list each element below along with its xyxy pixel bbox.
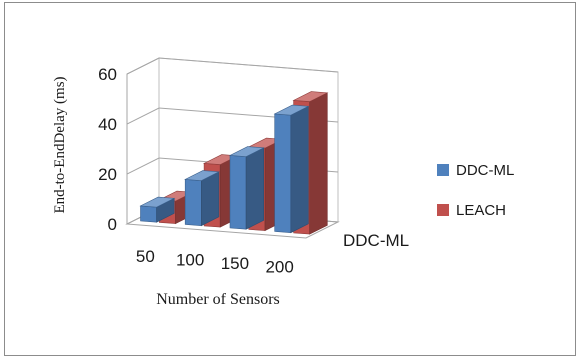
bar-side-face: [290, 105, 309, 234]
y-tick-label: 60: [98, 65, 117, 84]
x-tick-label: 100: [176, 250, 204, 269]
bar-ddc-ml-50: [139, 196, 176, 223]
legend-swatch-leach: [437, 204, 449, 216]
bar-ddc-ml-100: [184, 170, 220, 227]
x-axis-ticks: 50 100 150 200: [136, 247, 294, 277]
bar-top-face: [184, 170, 220, 182]
legend-label-leach: LEACH: [456, 202, 506, 219]
y-axis-ticks: 0 20 40 60: [98, 65, 117, 234]
bar-side-face: [245, 147, 265, 230]
y-tick-label: 20: [98, 165, 117, 184]
bars: [139, 91, 329, 235]
legend-swatch-ddc-ml: [437, 164, 449, 176]
bar-top-face: [228, 146, 265, 158]
y-tick-label: 0: [108, 215, 117, 234]
bar-front-face: [140, 205, 157, 223]
x-axis-title: Number of Sensors: [156, 291, 280, 308]
bar-top-face: [139, 196, 176, 208]
x-tick-label: 50: [136, 247, 155, 266]
depth-axis-label: DDC-ML: [343, 231, 409, 250]
bar-top-face: [292, 91, 329, 102]
bar-front-face: [229, 155, 247, 230]
bar-top-face: [273, 104, 310, 116]
bar-side-face: [201, 171, 220, 227]
x-tick-label: 150: [221, 254, 249, 273]
bar-front-face: [184, 179, 202, 227]
legend: DDC-ML LEACH: [437, 162, 514, 219]
bar-front-face: [274, 113, 292, 234]
gridline: [126, 57, 339, 75]
bar-ddc-ml-150: [228, 146, 265, 230]
legend-label-ddc-ml: DDC-ML: [456, 162, 514, 179]
bar-side-face: [309, 92, 328, 235]
bar-ddc-ml-200: [273, 104, 310, 234]
y-tick-label: 40: [98, 115, 117, 134]
y-axis-title: End-to-EndDelay (ms): [52, 76, 68, 213]
x-tick-label: 200: [265, 257, 293, 276]
